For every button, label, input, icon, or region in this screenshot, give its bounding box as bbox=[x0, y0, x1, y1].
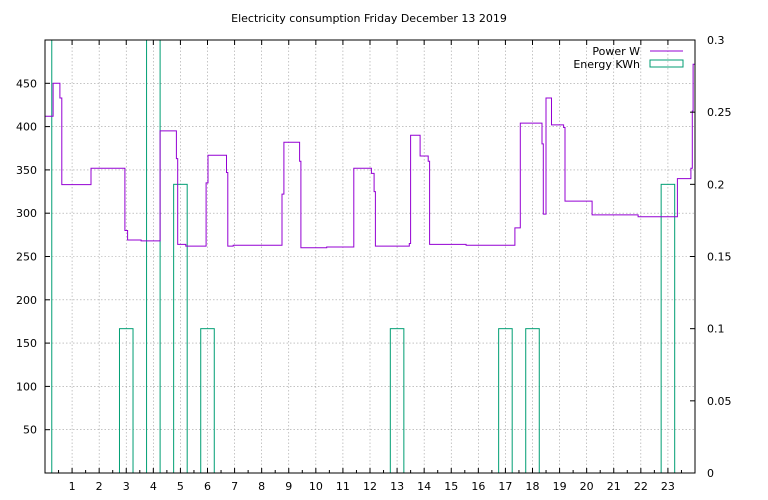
x-tick-label: 1 bbox=[69, 480, 76, 493]
y-right-tick-label: 0.25 bbox=[707, 106, 732, 119]
power-line bbox=[45, 63, 695, 249]
y-left-tick-label: 400 bbox=[16, 121, 37, 134]
x-tick-label: 9 bbox=[285, 480, 292, 493]
x-tick-label: 18 bbox=[526, 480, 540, 493]
y-right-tick-label: 0.05 bbox=[707, 395, 732, 408]
energy-series bbox=[44, 39, 676, 474]
x-tick-label: 10 bbox=[309, 480, 323, 493]
x-tick-label: 2 bbox=[96, 480, 103, 493]
x-tick-label: 14 bbox=[417, 480, 431, 493]
x-tick-label: 7 bbox=[231, 480, 238, 493]
axis-ticks: 1 2 3 4 5 6 7 8 9 10 11 12 13 14 15 16 17 18 19 20 21 22 23501… bbox=[16, 34, 732, 493]
x-tick-label: 19 bbox=[553, 480, 567, 493]
y-right-tick-label: 0.3 bbox=[707, 34, 725, 47]
y-right-tick-label: 0 bbox=[707, 467, 714, 480]
y-right-tick-label: 0.2 bbox=[707, 178, 725, 191]
x-tick-label: 5 bbox=[177, 480, 184, 493]
y-left-tick-label: 200 bbox=[16, 294, 37, 307]
legend-power-label: Power W bbox=[592, 45, 640, 58]
y-left-tick-label: 150 bbox=[16, 337, 37, 350]
y-left-tick-label: 100 bbox=[16, 380, 37, 393]
x-tick-label: 20 bbox=[580, 480, 594, 493]
grid-lines bbox=[45, 40, 695, 473]
chart-title: Electricity consumption Friday December … bbox=[231, 12, 507, 25]
power-series bbox=[45, 63, 695, 249]
x-tick-label: 15 bbox=[444, 480, 458, 493]
x-tick-label: 13 bbox=[390, 480, 404, 493]
x-tick-label: 12 bbox=[363, 480, 377, 493]
x-tick-label: 4 bbox=[150, 480, 157, 493]
x-tick-label: 6 bbox=[204, 480, 211, 493]
legend: Power W Energy KWh bbox=[573, 45, 684, 71]
x-tick-label: 22 bbox=[634, 480, 648, 493]
y-left-tick-label: 300 bbox=[16, 207, 37, 220]
y-right-tick-label: 0.1 bbox=[707, 323, 725, 336]
x-tick-label: 8 bbox=[258, 480, 265, 493]
x-tick-label: 11 bbox=[336, 480, 350, 493]
y-left-tick-label: 350 bbox=[16, 164, 37, 177]
legend-energy-label: Energy KWh bbox=[573, 58, 640, 71]
x-tick-label: 23 bbox=[661, 480, 675, 493]
y-left-tick-label: 250 bbox=[16, 251, 37, 264]
y-right-tick-label: 0.15 bbox=[707, 251, 732, 264]
legend-energy-swatch bbox=[649, 59, 684, 68]
y-left-tick-label: 450 bbox=[16, 77, 37, 90]
y-left-tick-label: 50 bbox=[23, 424, 37, 437]
x-tick-label: 3 bbox=[123, 480, 130, 493]
x-tick-label: 16 bbox=[471, 480, 485, 493]
x-tick-label: 17 bbox=[498, 480, 512, 493]
x-tick-label: 21 bbox=[607, 480, 621, 493]
